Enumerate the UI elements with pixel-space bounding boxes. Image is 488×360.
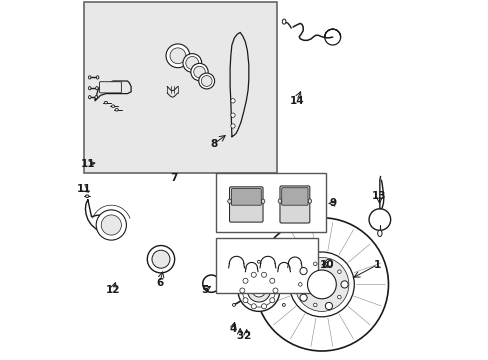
Circle shape — [193, 66, 205, 78]
Ellipse shape — [232, 303, 235, 306]
Circle shape — [368, 209, 390, 230]
Circle shape — [325, 302, 332, 310]
Text: 5: 5 — [201, 285, 208, 295]
Circle shape — [230, 113, 235, 117]
Circle shape — [96, 210, 126, 240]
Circle shape — [313, 262, 316, 266]
Text: 11: 11 — [77, 184, 91, 194]
Text: 12: 12 — [105, 285, 120, 295]
Circle shape — [201, 76, 212, 86]
Ellipse shape — [257, 260, 260, 263]
FancyBboxPatch shape — [99, 82, 121, 93]
Circle shape — [337, 270, 341, 274]
Ellipse shape — [88, 86, 91, 90]
Ellipse shape — [227, 199, 231, 203]
Circle shape — [199, 73, 214, 89]
FancyBboxPatch shape — [229, 187, 263, 222]
Text: 7: 7 — [170, 173, 178, 183]
Text: 6: 6 — [156, 278, 163, 288]
Ellipse shape — [115, 109, 118, 111]
Circle shape — [337, 295, 341, 299]
Circle shape — [185, 57, 199, 69]
Circle shape — [272, 288, 277, 293]
Circle shape — [340, 281, 347, 288]
Ellipse shape — [218, 286, 220, 289]
Circle shape — [313, 303, 316, 307]
Circle shape — [247, 279, 270, 302]
Circle shape — [243, 278, 247, 283]
Circle shape — [152, 250, 170, 268]
Text: 11: 11 — [81, 159, 95, 169]
Circle shape — [166, 44, 189, 68]
FancyBboxPatch shape — [215, 173, 325, 232]
Text: 10: 10 — [319, 260, 334, 270]
Circle shape — [147, 246, 174, 273]
Ellipse shape — [88, 95, 91, 99]
Ellipse shape — [218, 279, 220, 281]
Circle shape — [269, 298, 274, 303]
Circle shape — [190, 63, 208, 81]
Circle shape — [230, 99, 235, 103]
Ellipse shape — [85, 195, 89, 197]
Ellipse shape — [96, 76, 99, 79]
Circle shape — [238, 270, 279, 311]
Text: 13: 13 — [371, 191, 386, 201]
Circle shape — [261, 272, 266, 277]
Text: 9: 9 — [328, 198, 336, 208]
Ellipse shape — [278, 199, 281, 203]
Circle shape — [252, 284, 265, 297]
Circle shape — [298, 283, 302, 286]
Ellipse shape — [307, 199, 311, 203]
Circle shape — [251, 272, 256, 277]
Ellipse shape — [88, 76, 91, 79]
Text: 4: 4 — [229, 324, 236, 334]
FancyBboxPatch shape — [215, 238, 318, 293]
Ellipse shape — [261, 199, 264, 203]
Ellipse shape — [282, 303, 285, 306]
Circle shape — [230, 124, 235, 128]
Ellipse shape — [111, 105, 115, 107]
Circle shape — [269, 278, 274, 283]
Circle shape — [243, 298, 247, 303]
Circle shape — [299, 267, 306, 275]
Circle shape — [325, 259, 332, 266]
FancyBboxPatch shape — [231, 189, 261, 205]
Circle shape — [289, 252, 354, 317]
Circle shape — [170, 48, 185, 64]
Circle shape — [261, 304, 266, 309]
Ellipse shape — [104, 102, 107, 104]
Circle shape — [307, 270, 336, 299]
Circle shape — [294, 257, 348, 311]
Circle shape — [251, 304, 256, 309]
FancyBboxPatch shape — [84, 2, 276, 173]
Ellipse shape — [96, 86, 98, 90]
Ellipse shape — [377, 230, 381, 237]
Circle shape — [183, 54, 201, 72]
Ellipse shape — [95, 95, 97, 99]
Text: 8: 8 — [210, 139, 217, 149]
Circle shape — [255, 218, 387, 351]
Text: 1: 1 — [373, 260, 381, 270]
Ellipse shape — [282, 19, 285, 24]
Circle shape — [299, 294, 306, 301]
Circle shape — [101, 215, 121, 235]
Text: 2: 2 — [243, 330, 250, 341]
Circle shape — [239, 288, 244, 293]
FancyBboxPatch shape — [281, 188, 307, 205]
Text: 14: 14 — [289, 96, 304, 106]
FancyBboxPatch shape — [280, 186, 309, 223]
Text: 3: 3 — [236, 330, 244, 341]
